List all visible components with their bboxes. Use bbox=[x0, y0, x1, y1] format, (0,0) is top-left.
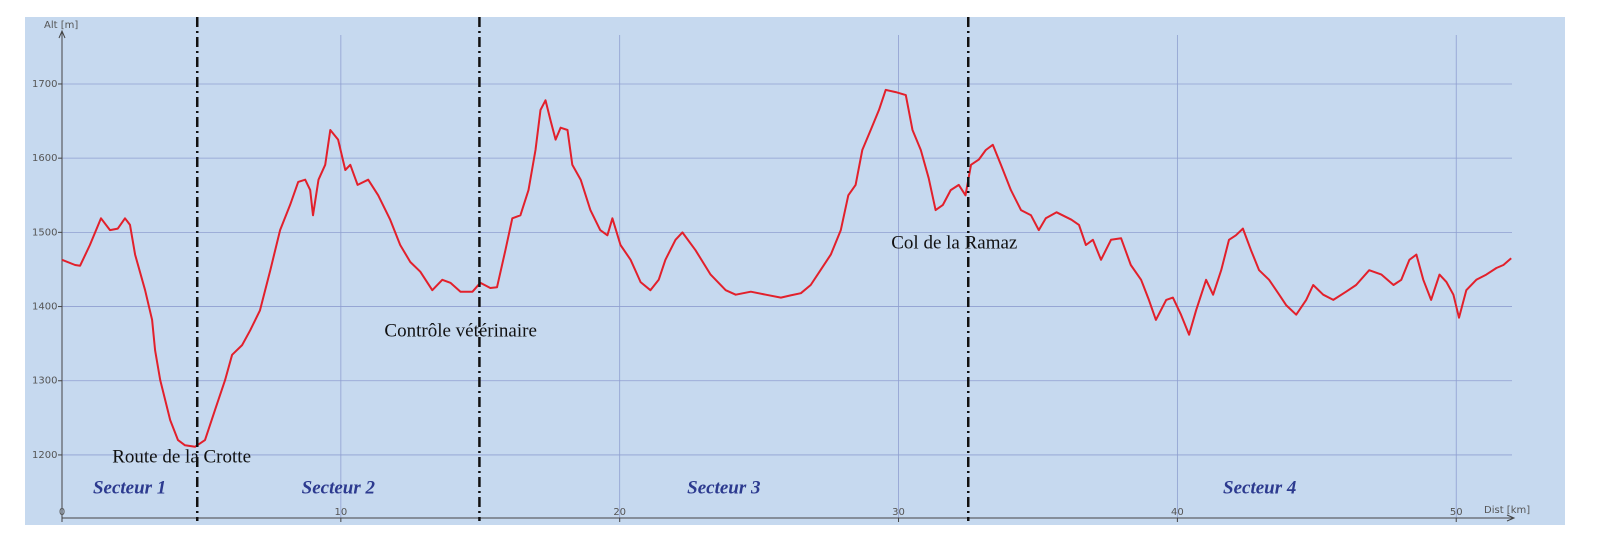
annotation: Contrôle vétérinaire bbox=[384, 320, 536, 341]
grid bbox=[62, 35, 1512, 518]
y-tick-label: 1300 bbox=[32, 376, 57, 387]
x-tick-label: 50 bbox=[1450, 507, 1463, 518]
x-tick-label: 10 bbox=[334, 507, 347, 518]
x-tick-label: 20 bbox=[613, 507, 626, 518]
x-tick-label: 30 bbox=[892, 507, 905, 518]
chart-background bbox=[25, 17, 1565, 525]
y-tick-label: 1400 bbox=[32, 302, 57, 313]
y-tick-label: 1600 bbox=[32, 153, 57, 164]
annotation: Col de la Ramaz bbox=[891, 232, 1017, 253]
x-tick-label: 40 bbox=[1171, 507, 1184, 518]
y-tick-label: 1200 bbox=[32, 450, 57, 461]
x-tick-label: 0 bbox=[59, 507, 65, 518]
y-tick-label: 1500 bbox=[32, 227, 57, 238]
y-axis-arrow bbox=[58, 29, 66, 39]
x-axis-label: Dist [km] bbox=[1484, 505, 1530, 516]
sector-label: Secteur 3 bbox=[687, 477, 760, 498]
sector-label: Secteur 1 bbox=[93, 477, 166, 498]
sector-label: Secteur 2 bbox=[302, 477, 376, 498]
y-axis-label: Alt [m] bbox=[44, 20, 78, 31]
annotation: Route de la Crotte bbox=[112, 446, 251, 467]
x-axis-arrow bbox=[1506, 514, 1516, 522]
sector-label: Secteur 4 bbox=[1223, 477, 1296, 498]
elevation-line bbox=[61, 88, 1512, 448]
y-tick-label: 1700 bbox=[32, 79, 57, 90]
